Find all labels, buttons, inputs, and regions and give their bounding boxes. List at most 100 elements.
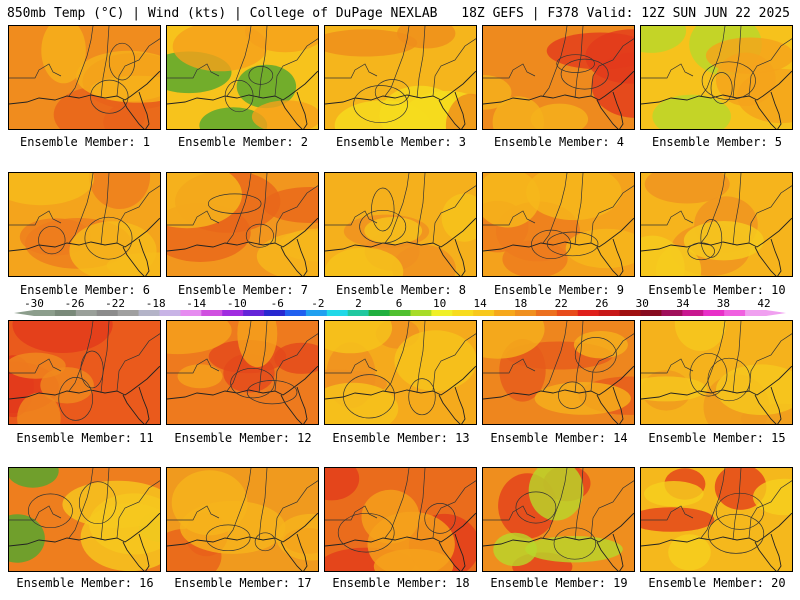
colorbar-arrow-right: [766, 310, 786, 316]
temperature-blob: [530, 103, 589, 129]
temperature-map: [167, 321, 318, 424]
colorbar-segment: [284, 310, 307, 316]
colorbar-segment: [243, 310, 265, 316]
coastline: [641, 512, 792, 547]
temperature-map: [641, 321, 792, 424]
contour-line: [325, 468, 410, 539]
coastline: [483, 217, 634, 252]
colorbar-tick-label: 10: [432, 297, 447, 310]
coastline: [483, 70, 634, 105]
colorbar-segment: [431, 310, 453, 316]
temperature-blob: [716, 364, 792, 415]
contour-line: [689, 352, 728, 397]
contour-line: [371, 187, 395, 232]
ensemble-panel: [482, 320, 635, 425]
ensemble-panel: [8, 320, 161, 425]
temperature-map: [483, 173, 634, 276]
contour-line: [416, 26, 476, 99]
coastline: [641, 365, 792, 400]
ensemble-panel: [640, 467, 793, 572]
temperature-map: [325, 321, 476, 424]
temperature-blob: [276, 513, 318, 561]
contour-line: [38, 225, 66, 255]
temperature-blob: [9, 173, 94, 206]
panel-caption: Ensemble Member: 11: [16, 431, 154, 445]
colorbar-tick-label: -10: [226, 297, 247, 310]
temperature-blob: [251, 100, 318, 129]
coastline: [754, 238, 782, 276]
panel-caption: Ensemble Member: 1: [19, 135, 151, 149]
contour-line: [245, 223, 274, 248]
temperature-blob: [9, 514, 45, 563]
panel-caption: Ensemble Member: 12: [174, 431, 312, 445]
panel-caption: Ensemble Member: 16: [16, 576, 154, 590]
temperature-blob: [278, 228, 318, 262]
contour-line: [100, 468, 160, 541]
coastline: [754, 533, 782, 571]
temperature-blob: [364, 217, 423, 245]
coastline: [596, 533, 624, 571]
temperature-map: [325, 173, 476, 276]
colorbar-segment: [661, 310, 683, 316]
contour-line: [100, 173, 160, 246]
temperature-blob: [167, 321, 232, 355]
temperature-blob: [367, 511, 455, 571]
contour-line: [325, 173, 410, 244]
contour-line: [9, 173, 94, 244]
contour-line: [732, 173, 792, 246]
temperature-blob: [441, 193, 476, 242]
temperature-blob: [652, 94, 731, 129]
colorbar-tick-label: 14: [473, 297, 487, 310]
colorbar-segment: [515, 310, 537, 316]
panel-caption: Ensemble Member: 13: [332, 431, 470, 445]
temperature-map: [641, 173, 792, 276]
panel-caption: Ensemble Member: 9: [493, 283, 625, 297]
temperature-blob: [483, 321, 545, 359]
contour-line: [167, 468, 252, 539]
contour-line: [258, 468, 318, 541]
temperature-blob: [683, 221, 764, 261]
contour-line: [700, 219, 723, 258]
colorbar-segment: [326, 310, 349, 316]
temperature-blob: [528, 468, 584, 521]
contour-line: [337, 512, 395, 553]
temperature-blob: [76, 50, 160, 102]
temperature-blob: [668, 534, 711, 571]
contour-line: [701, 61, 756, 100]
contour-line: [207, 193, 262, 214]
ensemble-panel: [166, 320, 319, 425]
colorbar-segment: [264, 310, 286, 316]
temperature-blob: [167, 173, 242, 229]
contour-line: [732, 26, 792, 99]
coastline: [596, 238, 624, 276]
temperature-map: [483, 468, 634, 571]
coastline: [754, 386, 782, 424]
temperature-map: [167, 26, 318, 129]
panel-caption: Ensemble Member: 6: [19, 283, 151, 297]
ensemble-panel: [166, 172, 319, 277]
contour-line: [641, 173, 726, 244]
temperature-blob: [106, 252, 160, 276]
contour-line: [246, 380, 298, 405]
coastline: [280, 386, 308, 424]
contour-line: [574, 173, 634, 246]
temperature-blob: [9, 352, 66, 379]
contour-line: [553, 527, 597, 560]
colorbar-tick-label: -30: [24, 297, 44, 310]
panel-caption: Ensemble Member: 17: [174, 576, 312, 590]
temperature-blob: [641, 507, 715, 532]
temperature-map: [9, 468, 160, 571]
coastline: [754, 91, 782, 129]
contour-line: [558, 381, 587, 409]
contour-line: [258, 26, 318, 99]
coastline: [438, 238, 466, 276]
temperature-blob: [674, 321, 727, 351]
contour-line: [515, 491, 557, 524]
temperature-blob: [177, 364, 223, 389]
temperature-blob: [392, 244, 456, 276]
contour-line: [574, 468, 634, 541]
contour-line: [416, 468, 476, 541]
colorbar-tick-label: -18: [145, 297, 166, 310]
ensemble-panel: [482, 467, 635, 572]
colorbar-tick-label: 42: [757, 297, 771, 310]
